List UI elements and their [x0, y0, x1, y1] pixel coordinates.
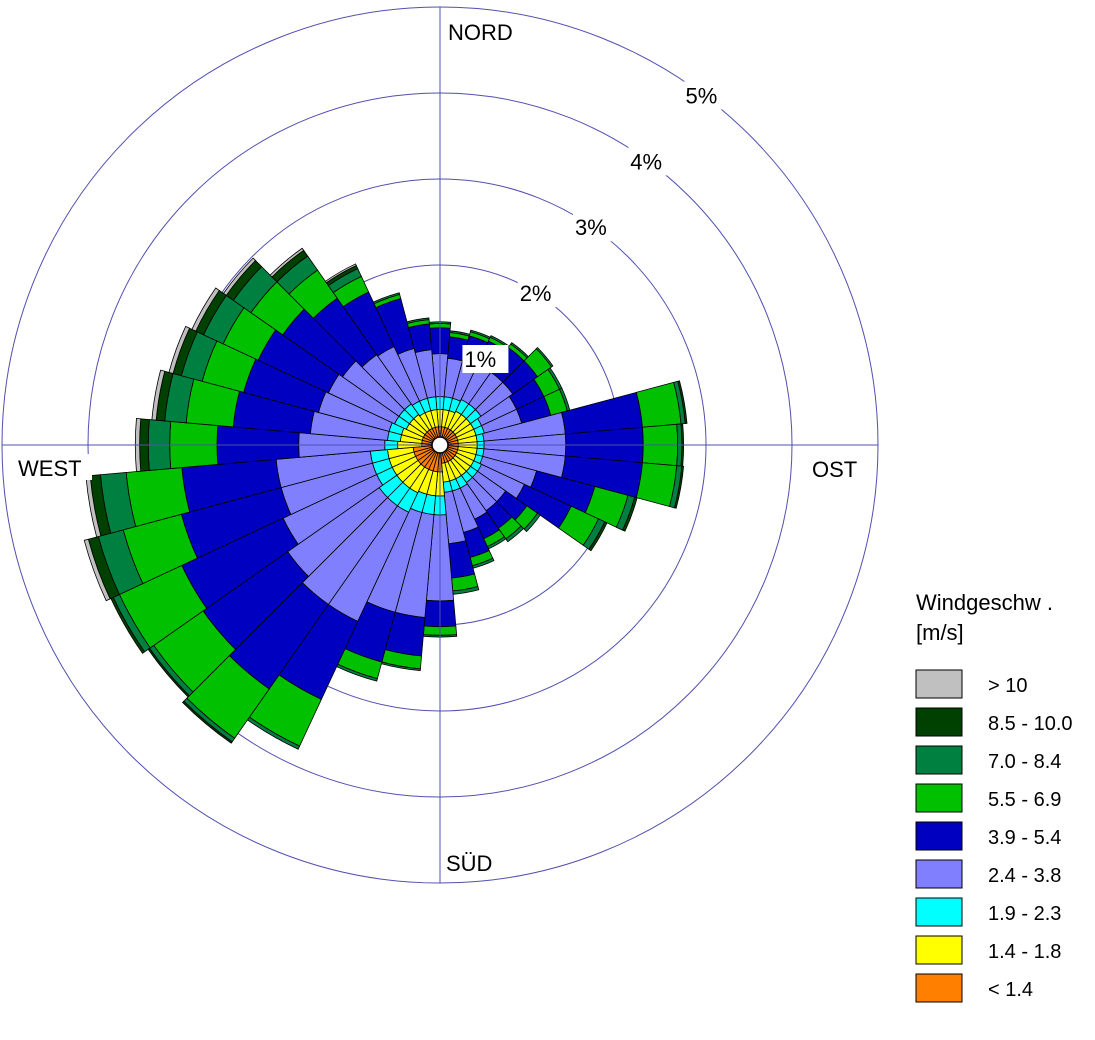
legend-title-line1: Windgeschw . [916, 590, 1053, 615]
ring-label-2: 2% [520, 281, 552, 306]
sector-50-band-7 [535, 346, 554, 368]
sector-100-band-6 [635, 462, 678, 507]
ring-label-5: 5% [686, 83, 718, 108]
north-label-bg [446, 18, 524, 44]
sector-280-band-9 [151, 369, 166, 421]
ring-label-bg-5 [683, 81, 730, 110]
sector-320-band-9 [269, 247, 305, 278]
legend-swatch-7 [915, 897, 963, 927]
sector-330-band-9 [324, 263, 357, 284]
ring-label-bg-3 [572, 213, 619, 242]
legend-swatch-6 [915, 859, 963, 889]
north-label: NORD [448, 20, 513, 45]
center-hole [431, 436, 449, 454]
east-label: OST [812, 457, 857, 482]
sector-80-band-8 [677, 380, 688, 424]
ring-label-bg-1 [462, 344, 509, 373]
south-label: SÜD [446, 851, 492, 876]
legend-swatch-4 [915, 783, 963, 813]
west-label: WEST [18, 456, 82, 481]
east-label-bg [806, 455, 864, 481]
legend-swatch-3 [915, 745, 963, 775]
ring-label-bg-2 [517, 279, 564, 308]
ring-label-4: 4% [630, 149, 662, 174]
sector-140-band-7 [505, 525, 525, 543]
sector-310-band-9 [222, 257, 257, 296]
sector-80-band-5 [561, 391, 643, 435]
west-label-bg [16, 454, 92, 480]
legend-swatch-1 [915, 669, 963, 699]
ring-labels: 1% 2% 3% 4% 5% [462, 81, 730, 373]
sector-350-band-7 [406, 317, 430, 324]
legend-swatch-9 [915, 973, 963, 1003]
legend-label-6: 2.4 - 3.8 [988, 865, 1061, 887]
legend-label-5: 3.9 - 5.4 [988, 827, 1061, 849]
legend-label-3: 7.0 - 8.4 [988, 751, 1061, 773]
legend-label-9: < 1.4 [988, 979, 1033, 1001]
legend-label-8: 1.4 - 1.8 [988, 941, 1061, 963]
legend-label-1: > 10 [988, 675, 1027, 697]
sector-120-band-8 [588, 521, 608, 552]
legend-swatch-5 [915, 821, 963, 851]
sector-80-band-6 [635, 381, 682, 428]
legend-label-7: 1.9 - 2.3 [988, 903, 1061, 925]
legend-label-2: 8.5 - 10.0 [988, 713, 1073, 735]
legend: > 10 8.5 - 10.0 7.0 - 8.4 5.5 - 6.9 3.9 - 5.… [915, 669, 1073, 1003]
sector-130-band-7 [523, 512, 541, 533]
legend-title-line2: [m/s] [916, 620, 964, 645]
sector-250-band-9 [83, 538, 111, 602]
south-label-bg [444, 849, 506, 875]
ring-label-1: 1% [464, 347, 496, 372]
ring-label-3: 3% [575, 215, 607, 240]
ring-label-bg-4 [628, 147, 675, 176]
sector-300-band-9 [191, 287, 220, 332]
sector-100-band-8 [674, 465, 685, 509]
legend-swatch-8 [915, 935, 963, 965]
legend-swatch-2 [915, 707, 963, 737]
legend-label-4: 5.5 - 6.9 [988, 789, 1061, 811]
sector-220-band-8 [182, 700, 233, 744]
sector-290-band-9 [168, 325, 191, 374]
sectors [83, 247, 688, 750]
sector-340-band-7 [372, 292, 401, 305]
sector-110-band-8 [622, 496, 638, 532]
